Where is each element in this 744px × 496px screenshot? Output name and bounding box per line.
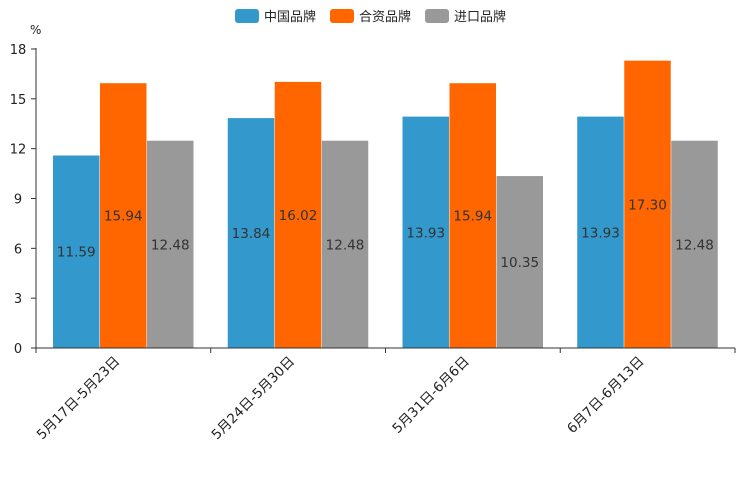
- legend-swatch-1: [235, 9, 259, 23]
- bar-1-3: [402, 116, 449, 348]
- y-tick-label: 6: [14, 242, 22, 257]
- data-label: 17.30: [628, 197, 667, 213]
- bar-1-2: [227, 118, 275, 348]
- bars: [53, 60, 718, 349]
- x-category-label: 5月31日-6月6日: [389, 354, 472, 437]
- bar-3-1: [147, 140, 194, 348]
- data-label: 16.02: [279, 208, 318, 224]
- data-label: 12.48: [675, 237, 714, 253]
- x-category-label: 5月24日-5月30日: [209, 354, 298, 443]
- y-tick-label: 9: [14, 193, 22, 208]
- bar-1-4: [577, 116, 624, 348]
- y-tick-label: 12: [10, 143, 27, 158]
- x-axis: 5月17日-5月23日 5月24日-5月30日 5月31日-6月6日 6月7日-6月1…: [34, 347, 736, 443]
- data-label: 13.93: [581, 225, 620, 241]
- data-label: 12.48: [326, 237, 365, 253]
- x-category-label: 5月17日-5月23日: [34, 354, 123, 443]
- data-label: 13.93: [406, 225, 445, 241]
- bar-1-1: [53, 155, 100, 348]
- data-label: 15.94: [453, 209, 492, 225]
- bar-3-4: [671, 140, 718, 348]
- x-category-label: 6月7日-6月13日: [564, 354, 647, 437]
- y-tick-label: 15: [10, 93, 27, 108]
- y-tick-label: 18: [10, 43, 27, 58]
- data-label: 12.48: [151, 237, 190, 253]
- legend: 中国品牌 合资品牌 进口品牌: [235, 9, 506, 25]
- bar-3-3: [496, 176, 543, 348]
- y-tick-label: 0: [14, 342, 22, 357]
- data-label: 10.35: [500, 255, 539, 271]
- data-label: 11.59: [57, 245, 96, 261]
- legend-swatch-2: [330, 9, 354, 23]
- bar-3-2: [321, 140, 369, 348]
- data-labels: 11.59 15.94 12.48 13.84 16.02 12.48 13.93 15.94…: [57, 197, 714, 271]
- bar-2-1: [100, 83, 147, 349]
- bar-2-3: [449, 83, 496, 349]
- bar-2-2: [274, 81, 322, 348]
- y-tick-label: 3: [14, 292, 22, 307]
- data-label: 15.94: [104, 209, 143, 225]
- bar-2-4: [624, 60, 671, 348]
- y-axis: 0 3 6 9 12 15 18: [10, 43, 37, 357]
- legend-label-1: 中国品牌: [264, 9, 316, 25]
- data-label: 13.84: [232, 226, 271, 242]
- legend-label-3: 进口品牌: [454, 9, 506, 25]
- legend-label-2: 合资品牌: [359, 9, 411, 25]
- legend-swatch-3: [425, 9, 449, 23]
- y-axis-unit-label: %: [30, 23, 41, 37]
